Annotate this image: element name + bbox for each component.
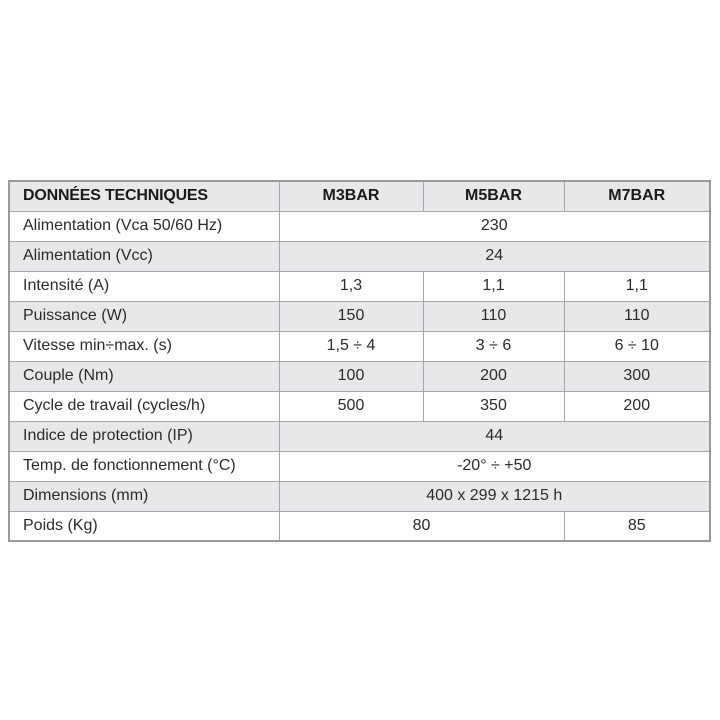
table-row: Dimensions (mm) 400 x 299 x 1215 h bbox=[8, 480, 711, 512]
cycle-m7bar: 200 bbox=[563, 390, 711, 422]
table-row: Temp. de fonctionnement (°C) -20° ÷ +50 bbox=[8, 450, 711, 482]
table-row: Indice de protection (IP) 44 bbox=[8, 420, 711, 452]
row-label-cycle: Cycle de travail (cycles/h) bbox=[8, 390, 280, 422]
table-row: Alimentation (Vca 50/60 Hz) 230 bbox=[8, 210, 711, 242]
intensite-m7bar: 1,1 bbox=[563, 270, 711, 302]
row-label-vitesse: Vitesse min÷max. (s) bbox=[8, 330, 280, 362]
intensite-m3bar: 1,3 bbox=[278, 270, 424, 302]
puissance-m3bar: 150 bbox=[278, 300, 424, 332]
row-value-temperature: -20° ÷ +50 bbox=[278, 450, 711, 482]
row-value-dimensions: 400 x 299 x 1215 h bbox=[278, 480, 711, 512]
row-label-poids: Poids (Kg) bbox=[8, 510, 280, 542]
row-label-puissance: Puissance (W) bbox=[8, 300, 280, 332]
cycle-m3bar: 500 bbox=[278, 390, 424, 422]
couple-m3bar: 100 bbox=[278, 360, 424, 392]
header-donnees-techniques: DONNÉES TECHNIQUES bbox=[8, 180, 280, 212]
row-label-intensite: Intensité (A) bbox=[8, 270, 280, 302]
row-value-alimentation-vca: 230 bbox=[278, 210, 711, 242]
table-row: Alimentation (Vcc) 24 bbox=[8, 240, 711, 272]
vitesse-m5bar: 3 ÷ 6 bbox=[422, 330, 565, 362]
poids-m3bar-m5bar: 80 bbox=[278, 510, 565, 542]
header-m5bar: M5BAR bbox=[422, 180, 565, 212]
table-row: Couple (Nm) 100 200 300 bbox=[8, 360, 711, 392]
row-label-temperature: Temp. de fonctionnement (°C) bbox=[8, 450, 280, 482]
vitesse-m3bar: 1,5 ÷ 4 bbox=[278, 330, 424, 362]
intensite-m5bar: 1,1 bbox=[422, 270, 565, 302]
header-m3bar: M3BAR bbox=[278, 180, 424, 212]
row-label-dimensions: Dimensions (mm) bbox=[8, 480, 280, 512]
row-label-indice-protection: Indice de protection (IP) bbox=[8, 420, 280, 452]
technical-data-table: DONNÉES TECHNIQUES M3BAR M5BAR M7BAR Ali… bbox=[8, 180, 711, 542]
vitesse-m7bar: 6 ÷ 10 bbox=[563, 330, 711, 362]
table-header-row: DONNÉES TECHNIQUES M3BAR M5BAR M7BAR bbox=[8, 180, 711, 212]
row-label-alimentation-vca: Alimentation (Vca 50/60 Hz) bbox=[8, 210, 280, 242]
row-value-indice-protection: 44 bbox=[278, 420, 711, 452]
row-label-couple: Couple (Nm) bbox=[8, 360, 280, 392]
poids-m7bar: 85 bbox=[563, 510, 711, 542]
table-row: Intensité (A) 1,3 1,1 1,1 bbox=[8, 270, 711, 302]
puissance-m5bar: 110 bbox=[422, 300, 565, 332]
cycle-m5bar: 350 bbox=[422, 390, 565, 422]
puissance-m7bar: 110 bbox=[563, 300, 711, 332]
header-m7bar: M7BAR bbox=[563, 180, 711, 212]
couple-m5bar: 200 bbox=[422, 360, 565, 392]
row-label-alimentation-vcc: Alimentation (Vcc) bbox=[8, 240, 280, 272]
row-value-alimentation-vcc: 24 bbox=[278, 240, 711, 272]
table-row: Vitesse min÷max. (s) 1,5 ÷ 4 3 ÷ 6 6 ÷ 1… bbox=[8, 330, 711, 362]
technical-data-table-container: DONNÉES TECHNIQUES M3BAR M5BAR M7BAR Ali… bbox=[8, 180, 711, 542]
table-row: Poids (Kg) 80 85 bbox=[8, 510, 711, 542]
table-row: Cycle de travail (cycles/h) 500 350 200 bbox=[8, 390, 711, 422]
table-row: Puissance (W) 150 110 110 bbox=[8, 300, 711, 332]
couple-m7bar: 300 bbox=[563, 360, 711, 392]
